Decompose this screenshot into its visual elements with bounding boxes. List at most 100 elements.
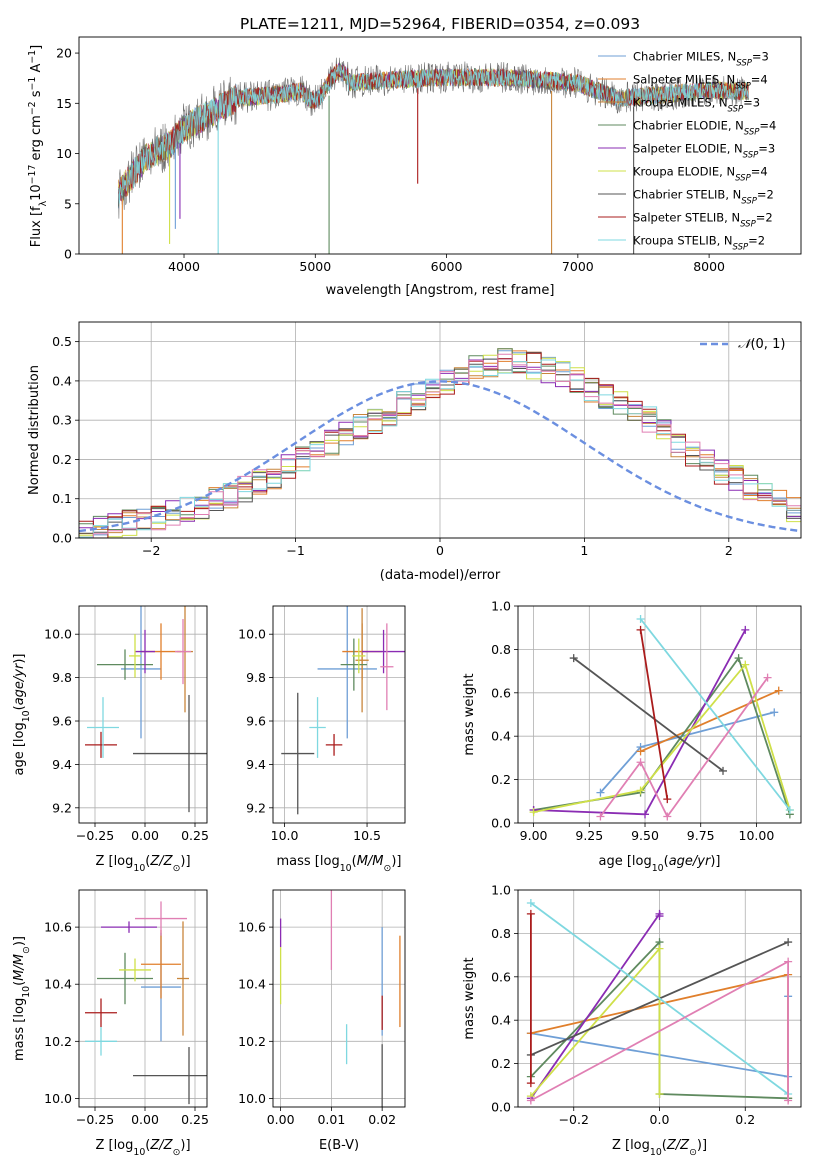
spectrum-legend-label: Chabrier MILES, NSSP=3 [633,50,769,69]
weight-vs-metallicity-point-marker [655,944,664,953]
spectrum-legend-label: Kroupa ELODIE, NSSP=4 [633,165,768,184]
weight-vs-age-point-marker [774,686,783,695]
age-vs-mass-ytick-label: 9.8 [246,670,266,685]
residuals-ytick-label: 0.5 [52,334,72,349]
weight-vs-metallicity-point-marker [526,909,535,918]
weight-vs-age-xtick-label: 10.00 [739,828,775,843]
age-vs-metallicity-frame [78,605,208,824]
weight-vs-age-point-marker [663,812,672,821]
spectrum-ytick-label: 10 [56,146,72,161]
mass-vs-metallicity-xtick-label: 0.00 [131,1112,159,1127]
weight-vs-age-ylabel: mass weight [462,673,477,755]
mass-vs-extinction-xtick-label: 0.01 [317,1112,345,1127]
age-vs-mass-ytick-label: 9.6 [246,714,266,729]
mass-vs-extinction-xtick-label: 0.02 [368,1112,396,1127]
spectrum-ytick-label: 20 [56,46,72,61]
residuals-xtick-label: 1 [580,543,588,558]
age-vs-metallicity-xtick-label: −0.25 [76,828,114,843]
spectrum-ytick-label: 0 [64,247,72,262]
residuals-xtick-label: −1 [286,543,304,558]
mass-vs-metallicity-xtick-label: −0.25 [76,1112,114,1127]
weight-vs-age-point-marker [763,673,772,682]
age-vs-mass-ytick-label: 9.2 [246,800,266,815]
weight-vs-age-xtick-label: 9.00 [520,828,548,843]
weight-vs-metallicity-point-marker [526,899,535,908]
weight-vs-age-point-marker [569,654,578,663]
weight-vs-age-point-marker [596,812,605,821]
spectrum-legend-label: Kroupa STELIB, NSSP=2 [633,234,765,253]
weight-vs-age-ytick-label: 0.0 [491,816,511,831]
mass-vs-extinction-xlabel: E(B-V) [319,1138,359,1153]
weight-vs-metallicity-ylabel: mass weight [462,957,477,1039]
weight-vs-age-series-line [639,629,669,800]
mass-vs-extinction-background [273,890,405,1107]
spectrum-legend-label: Kroupa MILES, NSSP=3 [633,96,760,115]
weight-vs-age-point-marker [529,808,538,817]
age-vs-metallicity-xtick-label: 0.00 [131,828,159,843]
residuals-xtick-label: 0 [436,543,444,558]
spectrum-legend-label: Salpeter ELODIE, NSSP=3 [633,142,775,161]
weight-vs-age-series-line [599,677,769,819]
age-vs-mass-frame [272,605,406,824]
weight-vs-metallicity-point-marker [655,912,664,921]
residuals-histogram-step [79,353,801,538]
age-vs-mass-xlabel: mass [log10(M/M⊙)] [277,854,402,874]
weight-vs-age-background [518,606,801,823]
residuals-ylabel: Normed distribution [27,365,42,495]
weight-vs-metallicity-point-marker [784,957,793,966]
mass-vs-extinction-ytick-label: 10.0 [238,1091,266,1106]
weight-vs-metallicity-ytick-label: 0.4 [491,1013,511,1028]
age-vs-metallicity-xtick-label: 0.25 [181,828,209,843]
weight-vs-metallicity-xtick-label: 0.0 [650,1112,670,1127]
weight-vs-age-ytick-label: 0.4 [491,729,511,744]
weight-vs-age-point-marker [636,786,645,795]
weight-vs-metallicity-ytick-label: 0.8 [491,926,511,941]
weight-vs-age-point-marker [785,805,794,814]
weight-vs-age-point-marker [641,810,650,819]
mass-vs-metallicity-ylabel: mass [log10(M/M⊙)] [12,936,32,1061]
spectrum-xtick-label: 7000 [562,259,594,274]
residuals-xtick-label: 2 [725,543,733,558]
figure-title: PLATE=1211, MJD=52964, FIBERID=0354, z=0… [240,15,640,33]
weight-vs-metallicity-xtick-label: −0.2 [559,1112,589,1127]
residuals-ytick-label: 0.2 [52,452,72,467]
spectrum-xlabel: wavelength [Angstrom, rest frame] [326,283,555,298]
weight-vs-age-point-marker [770,708,779,717]
weight-vs-age-xtick-label: 9.75 [687,828,715,843]
weight-vs-metallicity-point-marker [784,1096,793,1105]
spectrum-xtick-label: 4000 [168,259,200,274]
weight-vs-metallicity-ytick-label: 0.6 [491,969,511,984]
weight-vs-age-point-marker [741,660,750,669]
weight-vs-metallicity-point-marker [526,1096,535,1105]
residuals-ytick-label: 0.0 [52,531,72,546]
weight-vs-metallicity-point-marker [784,938,793,947]
residuals-ytick-label: 0.3 [52,413,72,428]
age-vs-metallicity-xlabel: Z [log10(Z/Z⊙)] [95,854,190,874]
mass-vs-extinction-plot-area [279,890,401,1107]
weight-vs-age-series-line [639,618,791,811]
mass-vs-extinction-xtick-label: 0.00 [267,1112,295,1127]
spectrum-xtick-label: 6000 [431,259,463,274]
residuals-xtick-label: −2 [142,543,160,558]
age-vs-metallicity-axes: −0.25 0.00 0.25 9.2 9.4 9.6 9.8 10.0 [44,606,209,843]
weight-vs-age-xtick-label: 9.25 [575,828,603,843]
weight-vs-metallicity-xtick-label: 0.2 [735,1112,755,1127]
residuals-normal-curve [79,380,801,533]
spectrum-legend-label: Salpeter STELIB, NSSP=2 [633,211,773,230]
weight-vs-age-ytick-label: 1.0 [491,599,511,614]
mass-vs-metallicity-frame [78,889,208,1108]
age-vs-metallicity-ylabel: age [log10(age/yr)] [12,653,32,775]
residuals-ytick-label: 0.1 [52,491,72,506]
age-vs-metallicity-ytick-label: 9.4 [52,757,72,772]
mass-vs-extinction-ytick-label: 10.2 [238,1034,266,1049]
age-vs-mass-ytick-label: 10.0 [238,627,266,642]
residuals-ytick-label: 0.4 [52,373,72,388]
mass-vs-extinction-ytick-label: 10.6 [238,920,266,935]
mass-vs-metallicity-ytick-label: 10.4 [44,977,72,992]
age-vs-mass-background [273,606,405,823]
mass-vs-metallicity-ytick-label: 10.2 [44,1034,72,1049]
spectrum-xtick-label: 5000 [299,259,331,274]
weight-vs-age-point-marker [734,654,743,663]
age-vs-mass-axes: 10.0 10.5 9.2 9.4 9.6 9.8 10.0 [238,606,405,843]
